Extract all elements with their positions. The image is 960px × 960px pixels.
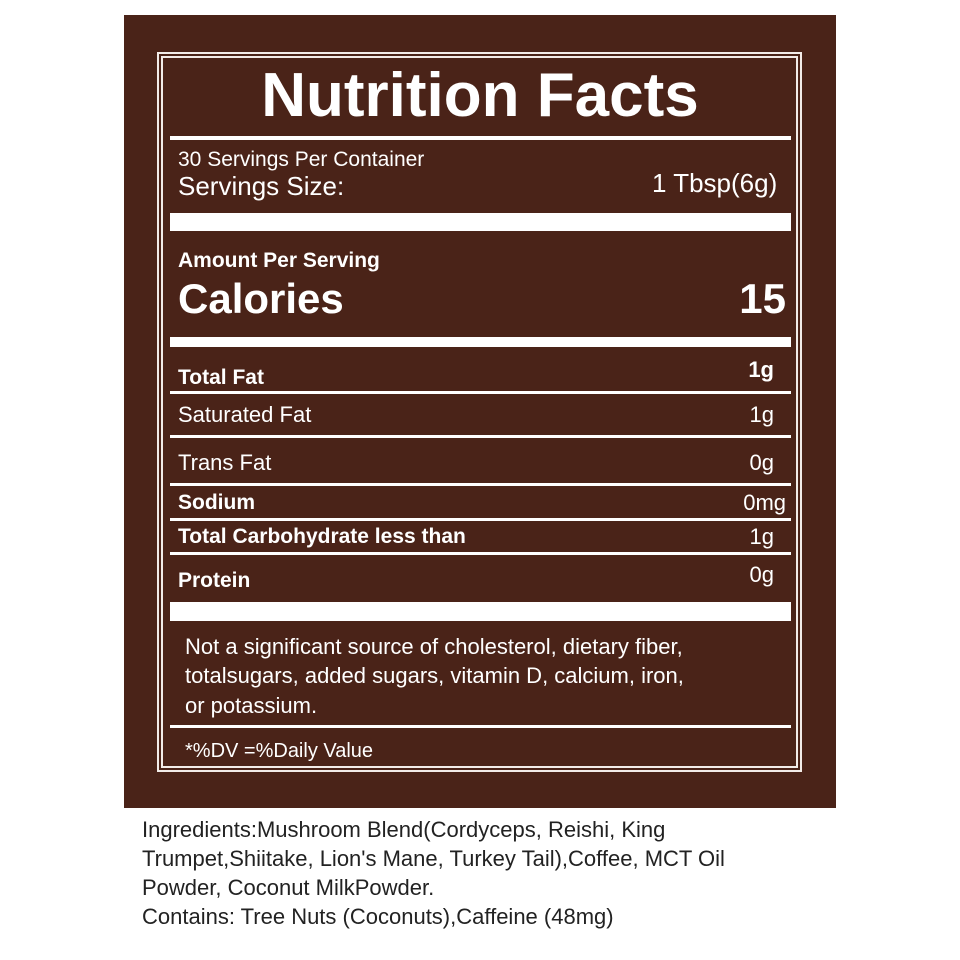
footnote-line: totalsugars, added sugars, vitamin D, ca… xyxy=(185,663,684,688)
amount-per-serving: Amount Per Serving xyxy=(178,249,380,272)
nutrient-label: Protein xyxy=(178,569,251,592)
thick-divider xyxy=(170,602,791,621)
servings-per-container: 30 Servings Per Container xyxy=(178,148,425,171)
serving-size-value: 1 Tbsp(6g) xyxy=(652,168,778,198)
nutrient-label: Sodium xyxy=(178,491,255,514)
label-title: Nutrition Facts xyxy=(261,61,699,130)
footnote-line: or potassium. xyxy=(185,693,318,718)
nutrition-facts-panel: Nutrition Facts 30 Servings Per Containe… xyxy=(124,15,836,808)
divider xyxy=(170,391,791,394)
ingredients-line: Trumpet,Shiitake, Lion's Mane, Turkey Ta… xyxy=(142,846,725,871)
nutrient-value: 1g xyxy=(748,357,774,382)
panel-border xyxy=(157,52,802,772)
calories-value: 15 xyxy=(739,275,786,322)
contains-line: Contains: Tree Nuts (Coconuts),Caffeine … xyxy=(142,904,614,929)
nutrient-value: 0g xyxy=(749,562,774,587)
nutrient-label: Trans Fat xyxy=(178,450,272,475)
calories-label: Calories xyxy=(178,275,344,322)
ingredients: Ingredients:Mushroom Blend(Cordyceps, Re… xyxy=(142,815,725,931)
nutrient-label: Total Fat xyxy=(178,366,264,389)
nutrient-value: 0mg xyxy=(743,490,786,515)
divider xyxy=(170,552,791,555)
nutrient-label: Saturated Fat xyxy=(178,402,312,427)
thick-divider xyxy=(170,213,791,231)
divider xyxy=(170,136,791,140)
nutrient-value: 0g xyxy=(749,450,774,475)
medium-divider xyxy=(170,337,791,347)
serving-size-label: Servings Size: xyxy=(178,171,345,201)
nutrient-label: Total Carbohydrate less than xyxy=(178,525,466,548)
ingredients-line: Ingredients:Mushroom Blend(Cordyceps, Re… xyxy=(142,817,666,842)
dv-note: *%DV =%Daily Value xyxy=(185,740,374,762)
footnote-line: Not a significant source of cholesterol,… xyxy=(185,634,683,659)
divider xyxy=(170,725,791,728)
ingredients-line: Powder, Coconut MilkPowder. xyxy=(142,875,435,900)
divider xyxy=(170,435,791,438)
divider xyxy=(170,483,791,486)
divider xyxy=(170,518,791,521)
nutrient-value: 1g xyxy=(749,524,774,549)
nutrient-value: 1g xyxy=(749,402,774,427)
